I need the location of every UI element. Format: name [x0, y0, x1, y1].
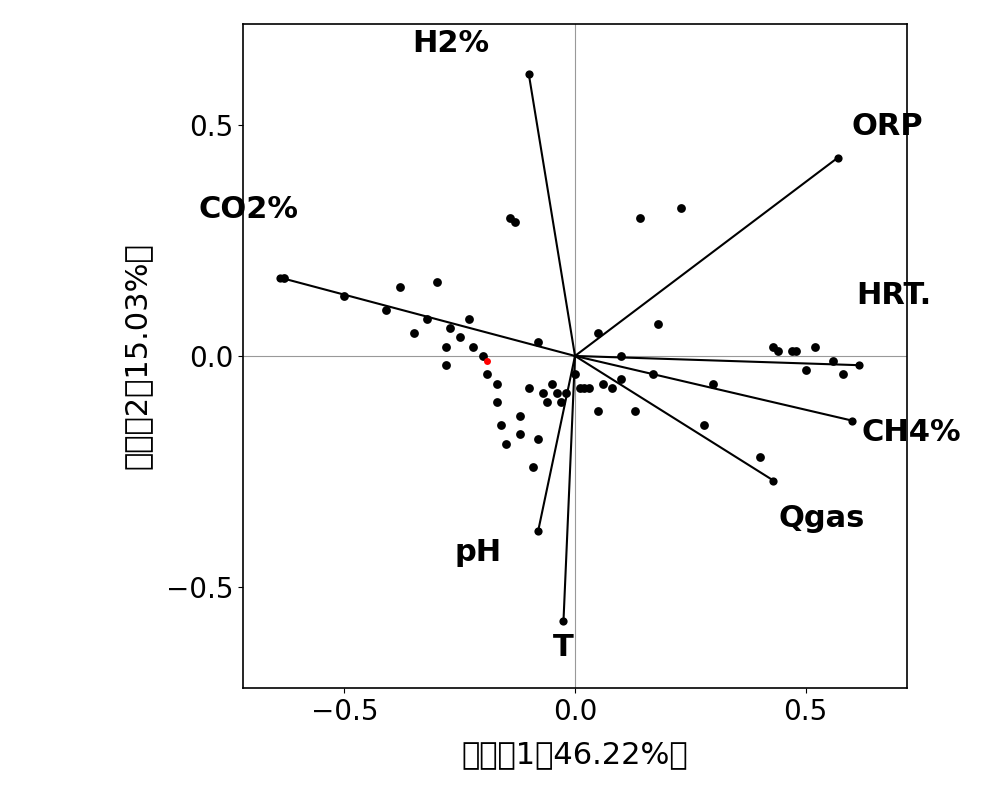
X-axis label: 主成分1（46.22%）: 主成分1（46.22%）	[462, 740, 688, 769]
Point	[752, 451, 768, 464]
Point	[851, 359, 867, 372]
Point	[419, 312, 435, 325]
Point	[632, 211, 648, 224]
Point	[555, 615, 571, 627]
Text: Qgas: Qgas	[778, 504, 864, 532]
Point	[452, 331, 468, 344]
Point	[429, 276, 445, 289]
Point	[650, 317, 666, 330]
Point	[530, 525, 546, 538]
Point	[613, 373, 629, 385]
Point	[696, 419, 712, 432]
Point	[595, 377, 611, 390]
Point	[465, 340, 481, 353]
Point	[272, 271, 288, 284]
Text: CH4%: CH4%	[861, 418, 961, 447]
Point	[567, 368, 583, 380]
Point	[512, 428, 528, 441]
Point	[825, 354, 841, 367]
Point	[539, 396, 555, 408]
Point	[392, 281, 408, 293]
Point	[627, 405, 643, 418]
Point	[765, 475, 781, 487]
Point	[830, 151, 846, 164]
Point	[581, 382, 597, 395]
Point	[590, 327, 606, 339]
Text: H2%: H2%	[413, 29, 490, 59]
Point	[438, 340, 454, 353]
Point	[835, 368, 851, 380]
Point	[489, 377, 505, 390]
Point	[770, 345, 786, 358]
Point	[276, 271, 292, 284]
Point	[530, 433, 546, 445]
Point	[493, 419, 509, 432]
Point	[475, 350, 491, 362]
Point	[705, 377, 721, 390]
Point	[798, 364, 814, 377]
Text: CO2%: CO2%	[198, 195, 298, 225]
Point	[461, 312, 477, 325]
Text: HRT.: HRT.	[856, 282, 932, 310]
Point	[784, 345, 800, 358]
Point	[378, 304, 394, 316]
Point	[788, 345, 804, 358]
Point	[844, 414, 860, 427]
Point	[502, 211, 518, 224]
Point	[442, 322, 458, 335]
Point	[613, 350, 629, 362]
Point	[406, 327, 422, 339]
Point	[544, 377, 560, 390]
Point	[525, 460, 541, 473]
Point	[489, 396, 505, 408]
Point	[530, 336, 546, 349]
Point	[507, 216, 523, 229]
Point	[521, 68, 537, 81]
Point	[498, 437, 514, 450]
Point	[576, 382, 592, 395]
Point	[673, 202, 689, 214]
Point	[535, 387, 551, 399]
Point	[512, 410, 528, 422]
Point	[479, 354, 495, 367]
Point	[521, 382, 537, 395]
Point	[807, 340, 823, 353]
Point	[336, 290, 352, 302]
Point	[765, 340, 781, 353]
Point	[438, 359, 454, 372]
Point	[549, 387, 565, 399]
Point	[479, 368, 495, 380]
Text: T: T	[553, 633, 574, 662]
Point	[604, 382, 620, 395]
Point	[645, 368, 661, 380]
Point	[558, 387, 574, 399]
Point	[590, 405, 606, 418]
Text: ORP: ORP	[852, 112, 923, 142]
Text: pH: pH	[454, 538, 501, 567]
Y-axis label: 主成分2（15.03%）: 主成分2（15.03%）	[123, 243, 152, 469]
Point	[553, 396, 569, 408]
Point	[572, 382, 588, 395]
